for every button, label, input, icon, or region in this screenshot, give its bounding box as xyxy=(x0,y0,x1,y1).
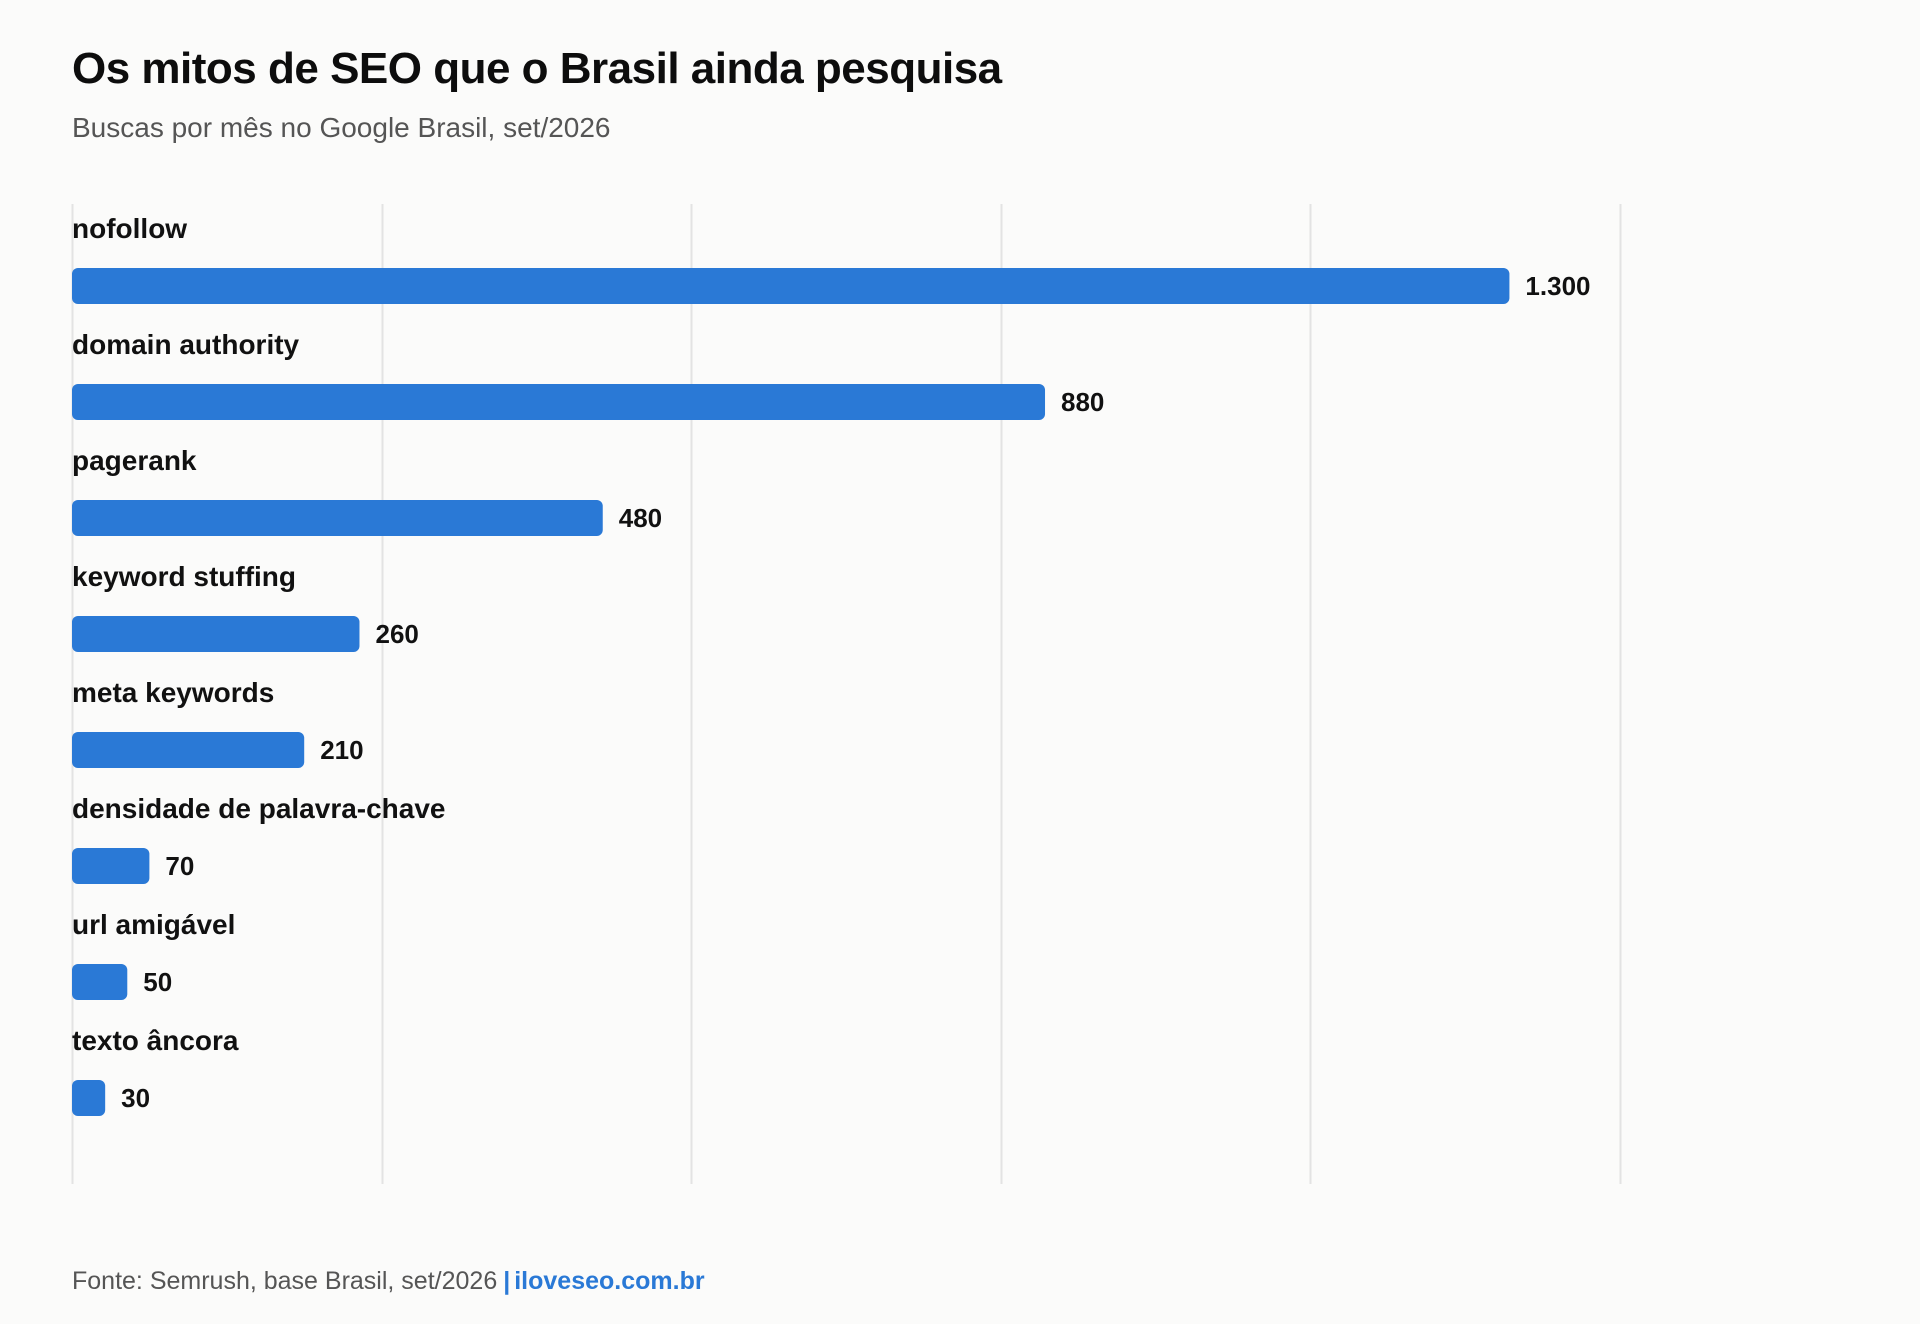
bar xyxy=(72,848,150,884)
value-label: 30 xyxy=(121,1083,150,1113)
value-label: 480 xyxy=(619,503,662,533)
category-label: pagerank xyxy=(72,445,197,476)
category-label: nofollow xyxy=(72,213,187,244)
value-label: 210 xyxy=(320,735,363,765)
footer: Fonte: Semrush, base Brasil, set/2026 | il… xyxy=(72,1267,705,1296)
category-label: url amigável xyxy=(72,909,235,940)
bar xyxy=(72,384,1046,420)
category-label: densidade de palavra-chave xyxy=(72,793,446,824)
chart-title: Os mitos de SEO que o Brasil ainda pesqu… xyxy=(72,44,1002,93)
brand-link[interactable]: iloveseo.com.br xyxy=(514,1267,705,1295)
bar xyxy=(72,500,603,536)
value-label: 70 xyxy=(165,851,194,881)
bar xyxy=(72,268,1510,304)
value-label: 260 xyxy=(375,619,418,649)
bar xyxy=(72,1080,106,1116)
chart-subtitle: Buscas por mês no Google Brasil, set/202… xyxy=(72,112,611,143)
bar xyxy=(72,732,305,768)
bar xyxy=(72,964,128,1000)
bar xyxy=(72,616,360,652)
footer-separator: | xyxy=(503,1267,511,1295)
category-label: keyword stuffing xyxy=(72,561,296,592)
source-text: Fonte: Semrush, base Brasil, set/2026 xyxy=(72,1267,498,1295)
category-label: domain authority xyxy=(72,329,300,360)
value-label: 1.300 xyxy=(1525,271,1590,301)
value-label: 50 xyxy=(143,967,172,997)
category-label: texto âncora xyxy=(72,1025,239,1056)
category-label: meta keywords xyxy=(72,677,274,708)
value-label: 880 xyxy=(1061,387,1104,417)
